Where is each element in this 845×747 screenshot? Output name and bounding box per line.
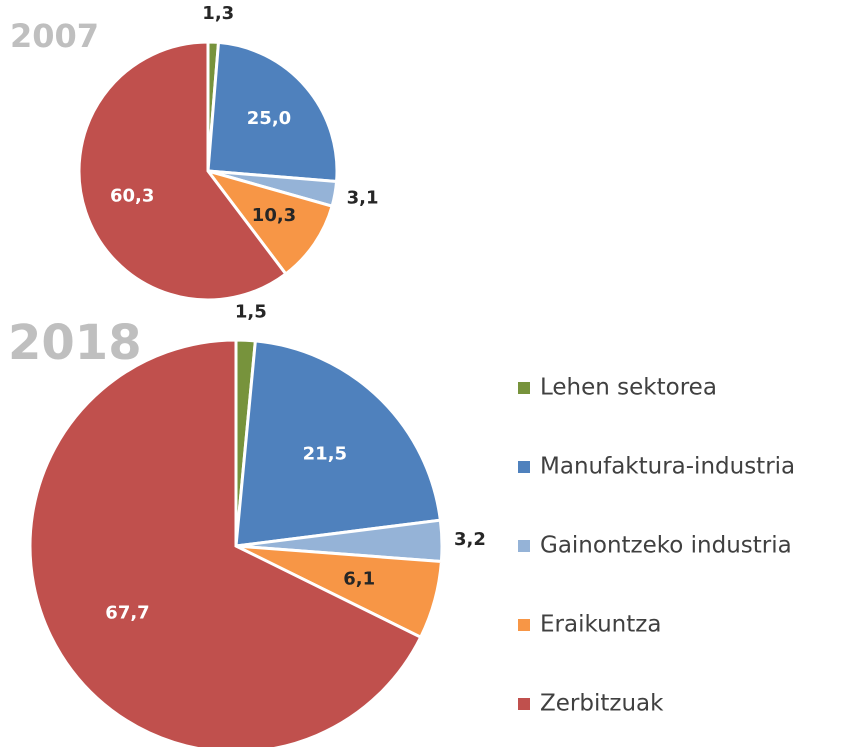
pie-slice [28, 338, 423, 747]
data-label: 1,3 [202, 3, 234, 24]
data-label: 10,3 [252, 205, 296, 226]
legend-swatch [518, 382, 530, 394]
pie-slice [206, 40, 339, 184]
data-label: 60,3 [110, 185, 154, 206]
legend-label: Zerbitzuak [540, 691, 664, 717]
pie-slice [204, 168, 334, 277]
legend-swatch [518, 540, 530, 552]
legend-label: Eraikuntza [540, 612, 661, 638]
legend-swatch [518, 619, 530, 631]
legend-label: Gainontzeko industria [540, 533, 792, 559]
data-label: 21,5 [303, 443, 347, 464]
legend-swatch [518, 461, 530, 473]
data-label: 3,1 [347, 187, 379, 208]
data-label: 25,0 [247, 108, 291, 129]
data-label: 3,2 [454, 529, 486, 550]
pie-slice [234, 339, 443, 548]
legend-label: Manufaktura-industria [540, 454, 795, 480]
data-label: 67,7 [105, 602, 149, 623]
pie-slice [77, 40, 288, 302]
legend-label: Lehen sektorea [540, 375, 717, 401]
chart-title: 2018 [8, 315, 142, 371]
data-label: 6,1 [343, 569, 375, 590]
data-label: 1,5 [235, 301, 267, 322]
chart-title: 2007 [10, 17, 99, 55]
legend-swatch [518, 698, 530, 710]
